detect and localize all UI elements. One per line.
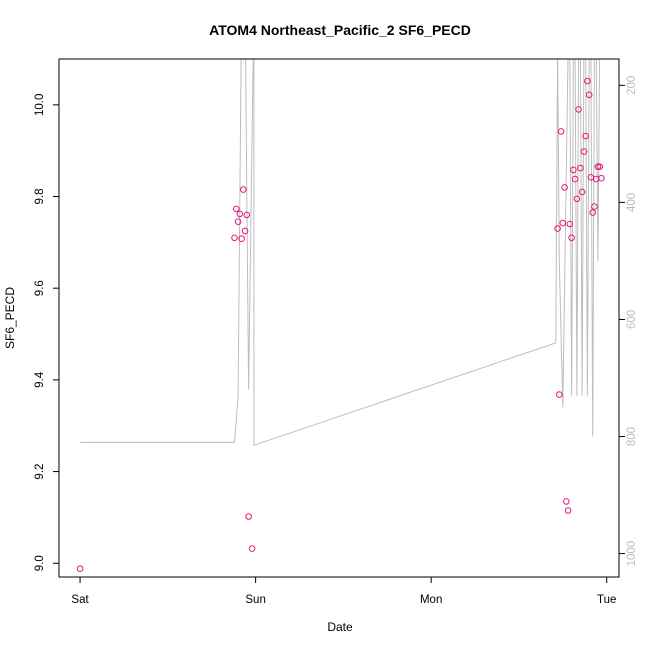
y-tick-label: 9.2 — [34, 464, 46, 480]
data-point — [577, 164, 584, 172]
axes-layer: Sat Sun Mon Tue 9.0 9.2 9.4 9.6 9.8 10.0 200 400 600… — [34, 58, 638, 606]
y-tick-label: 9.6 — [34, 280, 46, 296]
data-point — [575, 106, 582, 113]
y2-tick-label: 600 — [626, 310, 638, 329]
data-point — [566, 220, 574, 228]
y-axis-label: SF6_PECD — [3, 287, 17, 349]
data-point — [578, 188, 586, 196]
x-tick-label: Tue — [597, 594, 616, 606]
data-point — [233, 205, 240, 213]
y-tick-label: 9.8 — [34, 189, 46, 205]
y2-tick-label: 800 — [626, 427, 638, 446]
x-tick-label: Mon — [420, 594, 442, 606]
data-point — [584, 77, 591, 85]
y-tick-label: 10.0 — [34, 94, 46, 116]
data-point — [568, 234, 575, 242]
data-point — [231, 234, 238, 242]
data-point — [594, 163, 602, 170]
data-point — [76, 565, 84, 573]
data-point — [248, 545, 256, 552]
data-point — [241, 227, 249, 235]
points-layer — [76, 77, 605, 573]
data-point — [559, 219, 567, 227]
data-point — [573, 195, 581, 203]
data-point — [596, 163, 604, 170]
secondary-line — [80, 59, 601, 446]
data-point — [589, 209, 597, 216]
data-point — [556, 391, 563, 398]
data-point — [554, 225, 561, 232]
data-point — [240, 186, 247, 193]
y2-tick-label: 400 — [626, 193, 638, 212]
data-point — [585, 91, 593, 99]
data-point — [591, 203, 598, 210]
x-tick-label: Sun — [245, 594, 265, 606]
data-point — [234, 218, 242, 225]
plot-frame — [58, 58, 620, 578]
data-point — [557, 128, 565, 135]
x-tick-label: Sat — [71, 594, 89, 606]
data-point — [571, 175, 579, 183]
y-tick-label: 9.4 — [34, 371, 46, 388]
x-axis-label: Date — [327, 620, 353, 634]
data-point — [598, 174, 605, 182]
data-point — [561, 184, 568, 191]
data-point — [563, 498, 570, 505]
data-point — [570, 166, 577, 174]
data-point — [243, 211, 251, 219]
data-point — [245, 513, 252, 520]
secondary-line-layer — [80, 59, 601, 446]
y-tick-label: 9.0 — [34, 555, 46, 571]
data-point — [238, 235, 245, 242]
data-point — [582, 132, 589, 140]
y2-tick-label: 200 — [626, 76, 638, 95]
data-point — [580, 148, 588, 155]
data-point — [564, 507, 572, 514]
data-point — [236, 210, 244, 218]
y2-tick-label: 1000 — [626, 541, 638, 567]
chart-title: ATOM4 Northeast_Pacific_2 SF6_PECD — [209, 22, 471, 38]
